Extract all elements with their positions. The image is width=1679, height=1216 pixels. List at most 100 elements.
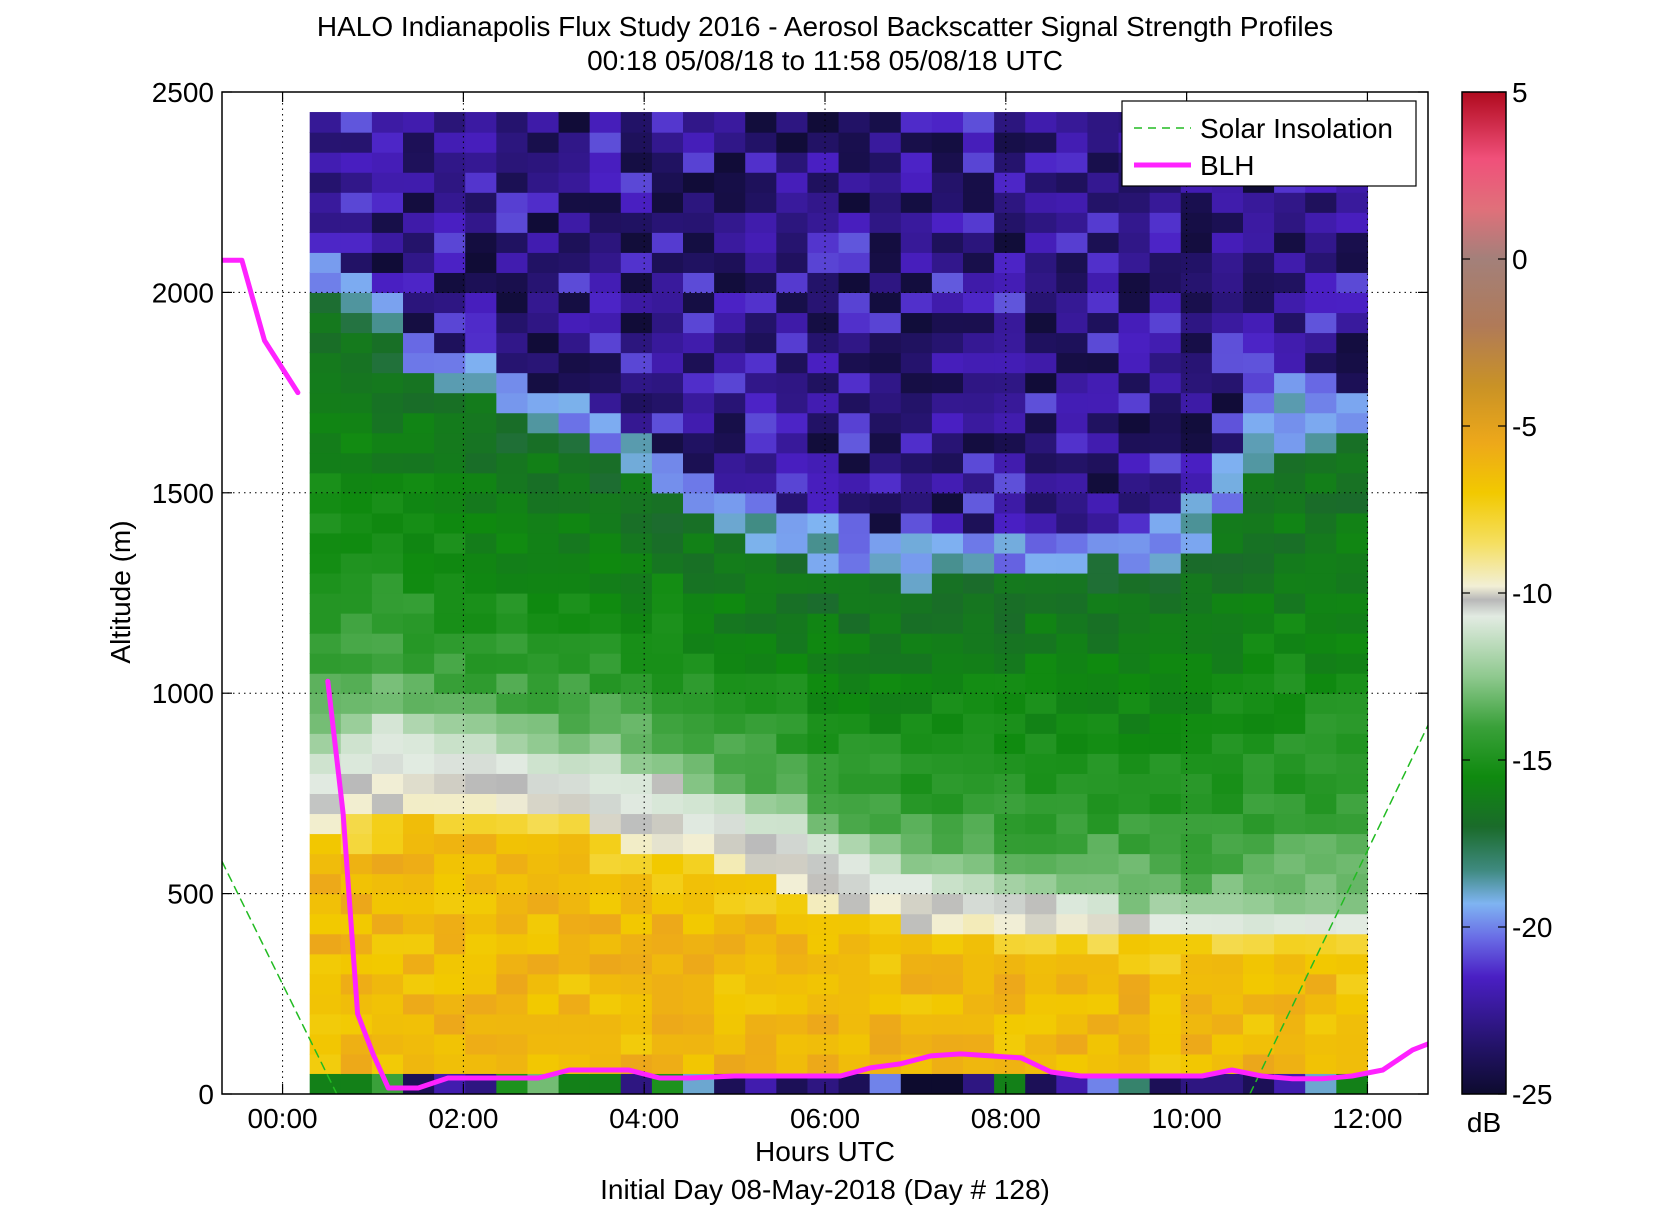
heatmap-cell xyxy=(994,572,1026,594)
heatmap-cell xyxy=(651,352,684,374)
heatmap-cell xyxy=(434,673,466,694)
heatmap-cell xyxy=(1211,512,1244,534)
heatmap-cell xyxy=(309,292,342,314)
heatmap-cell xyxy=(1211,853,1244,875)
legend-blh-label: BLH xyxy=(1200,150,1254,181)
heatmap-cell xyxy=(1336,492,1369,514)
heatmap-cell xyxy=(776,312,809,334)
heatmap-cell xyxy=(371,252,404,273)
heatmap-cell xyxy=(465,1053,497,1075)
heatmap-cell xyxy=(994,252,1026,273)
heatmap-cell xyxy=(527,793,560,815)
heatmap-cell xyxy=(1025,633,1057,654)
heatmap-cell xyxy=(403,252,435,273)
heatmap-cell xyxy=(309,112,342,133)
heatmap-cell xyxy=(963,112,995,133)
heatmap-cell xyxy=(1056,593,1089,614)
heatmap-cell xyxy=(1025,132,1057,153)
heatmap-cell xyxy=(869,172,902,193)
heatmap-cell xyxy=(1180,873,1213,895)
heatmap-cell xyxy=(776,633,809,654)
heatmap-cell xyxy=(1305,512,1337,534)
heatmap-surface-cell xyxy=(589,1073,622,1094)
heatmap-cell xyxy=(1180,532,1213,554)
heatmap-cell xyxy=(1025,973,1057,995)
heatmap-cell xyxy=(1149,392,1182,414)
heatmap-cell xyxy=(931,572,964,594)
heatmap-cell xyxy=(465,953,497,975)
heatmap-cell xyxy=(1056,853,1089,875)
heatmap-cell xyxy=(527,613,560,634)
heatmap-cell xyxy=(1025,312,1057,334)
heatmap-cell xyxy=(869,653,902,674)
heatmap-cell xyxy=(340,432,373,454)
heatmap-cell xyxy=(496,112,529,133)
heatmap-cell xyxy=(1211,953,1244,975)
heatmap-cell xyxy=(1087,152,1120,173)
heatmap-cell xyxy=(994,713,1026,734)
heatmap-cell xyxy=(869,933,902,955)
heatmap-cell xyxy=(1118,292,1151,314)
heatmap-cell xyxy=(1242,673,1275,694)
heatmap-cell xyxy=(340,512,373,534)
heatmap-cell xyxy=(1056,112,1089,133)
heatmap-cell xyxy=(465,973,497,995)
heatmap-cell xyxy=(869,452,902,474)
heatmap-cell xyxy=(1149,913,1182,935)
heatmap-cell xyxy=(931,773,964,794)
heatmap-cell xyxy=(1149,673,1182,694)
blh-line xyxy=(325,678,1428,1091)
heatmap-cell xyxy=(1305,492,1337,514)
heatmap-cell xyxy=(838,1033,871,1055)
heatmap-cell xyxy=(434,452,466,474)
heatmap-cell xyxy=(1025,1013,1057,1035)
heatmap-cell xyxy=(1149,613,1182,634)
heatmap-cell xyxy=(651,532,684,554)
heatmap-cell xyxy=(1025,713,1057,734)
heatmap-cell xyxy=(1056,512,1089,534)
heatmap-cell xyxy=(371,593,404,614)
heatmap-cell xyxy=(1305,572,1337,594)
heatmap-cell xyxy=(340,953,373,975)
heatmap-cell xyxy=(589,713,622,734)
heatmap-cell xyxy=(309,132,342,153)
heatmap-cell xyxy=(807,953,840,975)
heatmap-cell xyxy=(1274,572,1306,594)
heatmap-cell xyxy=(403,973,435,995)
heatmap-cell xyxy=(496,332,529,354)
heatmap-cell xyxy=(1274,813,1306,835)
heatmap-cell xyxy=(1025,412,1057,434)
heatmap-cell xyxy=(434,773,466,794)
heatmap-cell xyxy=(558,512,591,534)
heatmap-cell xyxy=(589,913,622,935)
heatmap-cell xyxy=(434,332,466,354)
heatmap-cell xyxy=(1118,272,1151,293)
heatmap-cell xyxy=(434,212,466,233)
heatmap-cell xyxy=(994,973,1026,995)
heatmap-cell xyxy=(900,593,933,614)
heatmap-cell xyxy=(776,132,809,153)
heatmap-cell xyxy=(558,112,591,133)
heatmap-cell xyxy=(776,212,809,233)
heatmap-cell xyxy=(900,1033,933,1055)
heatmap-cell xyxy=(1149,1033,1182,1055)
heatmap-cell xyxy=(994,1033,1026,1055)
heatmap-cell xyxy=(963,392,995,414)
heatmap-cell xyxy=(807,653,840,674)
heatmap-cell xyxy=(838,312,871,334)
heatmap-cell xyxy=(465,753,497,774)
heatmap-cell xyxy=(1305,472,1337,494)
heatmap-cell xyxy=(527,1033,560,1055)
heatmap-cell xyxy=(807,733,840,754)
heatmap-cell xyxy=(1274,753,1306,774)
heatmap-cell xyxy=(714,993,746,1015)
heatmap-cell xyxy=(1087,973,1120,995)
heatmap-cell xyxy=(683,172,715,193)
heatmap-cell xyxy=(403,372,435,394)
heatmap-cell xyxy=(963,873,995,895)
heatmap-cell xyxy=(714,352,746,374)
heatmap-cell xyxy=(807,833,840,855)
heatmap-cell xyxy=(1211,753,1244,774)
heatmap-cell xyxy=(558,953,591,975)
